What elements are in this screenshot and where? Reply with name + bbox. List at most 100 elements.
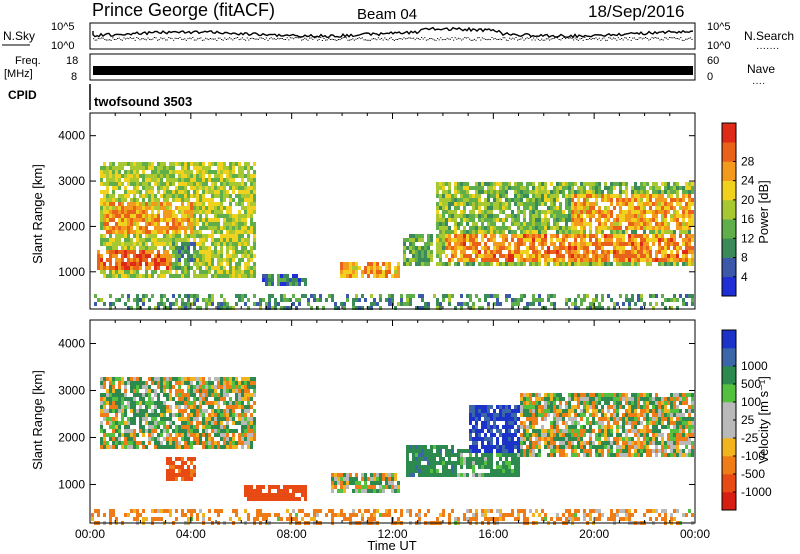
heatmap-cell [121, 266, 124, 270]
heatmap-cell [346, 477, 349, 481]
heatmap-cell [514, 186, 517, 190]
heatmap-cell [133, 413, 136, 417]
heatmap-cell [664, 306, 667, 310]
nsearch-point [361, 37, 363, 39]
heatmap-cell [145, 214, 148, 218]
heatmap-cell [133, 389, 136, 393]
heatmap-cell [523, 186, 526, 190]
heatmap-cell [226, 262, 229, 266]
heatmap-cell [223, 445, 226, 449]
heatmap-cell [145, 517, 148, 521]
heatmap-cell [523, 262, 526, 266]
heatmap-cell [136, 517, 139, 521]
heatmap-cell [232, 162, 235, 166]
heatmap-cell [151, 425, 154, 429]
heatmap-cell [190, 214, 193, 218]
station-title: Prince George (fitACF) [92, 0, 275, 20]
heatmap-cell [271, 274, 274, 278]
nsearch-point [472, 39, 474, 41]
heatmap-cell [211, 254, 214, 258]
heatmap-cell [142, 218, 145, 222]
nsearch-point [528, 38, 530, 39]
nsearch-point [435, 39, 437, 41]
heatmap-cell [133, 178, 136, 182]
heatmap-cell [115, 262, 118, 266]
heatmap-cell [142, 210, 145, 214]
heatmap-cell [211, 186, 214, 190]
heatmap-cell [649, 258, 652, 262]
heatmap-cell [397, 517, 400, 521]
heatmap-cell [160, 298, 163, 302]
heatmap-cell [211, 198, 214, 202]
heatmap-cell [451, 294, 454, 298]
heatmap-cell [409, 445, 412, 449]
heatmap-cell [121, 377, 124, 381]
heatmap-cell [142, 509, 145, 513]
heatmap-cell [364, 485, 367, 489]
heatmap-cell [160, 174, 163, 178]
heatmap-cell [175, 262, 178, 266]
heatmap-cell [154, 246, 157, 250]
heatmap-cell [109, 377, 112, 381]
heatmap-cell [127, 174, 130, 178]
heatmap-cell [649, 238, 652, 242]
heatmap-cell [643, 258, 646, 262]
heatmap-cell [238, 202, 241, 206]
heatmap-cell [454, 214, 457, 218]
heatmap-cell [463, 246, 466, 250]
heatmap-cell [139, 190, 142, 194]
heatmap-cell [691, 198, 694, 202]
heatmap-cell [460, 198, 463, 202]
heatmap-cell [190, 393, 193, 397]
heatmap-cell [145, 258, 148, 262]
heatmap-cell [508, 246, 511, 250]
heatmap-cell [595, 198, 598, 202]
heatmap-cell [205, 441, 208, 445]
nsearch-point [449, 38, 451, 40]
heatmap-cell [370, 294, 373, 298]
heatmap-cell [622, 182, 625, 186]
heatmap-cell [577, 254, 580, 258]
heatmap-cell [562, 194, 565, 198]
heatmap-cell [169, 425, 172, 429]
heatmap-cell [658, 194, 661, 198]
heatmap-cell [217, 393, 220, 397]
heatmap-cell [604, 194, 607, 198]
heatmap-cell [520, 202, 523, 206]
nsearch-point [608, 37, 610, 39]
heatmap-cell [157, 413, 160, 417]
heatmap-cell [355, 266, 358, 270]
heatmap-cell [220, 433, 223, 437]
heatmap-cell [187, 465, 190, 469]
heatmap-cell [514, 214, 517, 218]
nsearch-point [537, 38, 539, 40]
heatmap-cell [625, 218, 628, 222]
heatmap-cell [526, 222, 529, 226]
heatmap-cell [151, 381, 154, 385]
heatmap-cell [109, 405, 112, 409]
nsearch-point [245, 39, 247, 41]
nsearch-point [155, 37, 157, 39]
heatmap-cell [499, 246, 502, 250]
heatmap-cell [298, 497, 301, 501]
heatmap-cell [463, 234, 466, 238]
heatmap-cell [181, 274, 184, 278]
heatmap-cell [181, 477, 184, 481]
heatmap-cell [115, 298, 118, 302]
heatmap-cell [184, 258, 187, 262]
heatmap-cell [166, 441, 169, 445]
nsearch-point [318, 38, 320, 40]
heatmap-cell [103, 381, 106, 385]
heatmap-cell [250, 445, 253, 449]
heatmap-cell [220, 210, 223, 214]
heatmap-cell [559, 262, 562, 266]
heatmap-cell [154, 170, 157, 174]
heatmap-cell [586, 262, 589, 266]
heatmap-cell [652, 238, 655, 242]
heatmap-cell [229, 262, 232, 266]
heatmap-cell [247, 198, 250, 202]
heatmap-cell [133, 393, 136, 397]
heatmap-cell [259, 513, 262, 517]
heatmap-cell [169, 477, 172, 481]
heatmap-cell [133, 174, 136, 178]
